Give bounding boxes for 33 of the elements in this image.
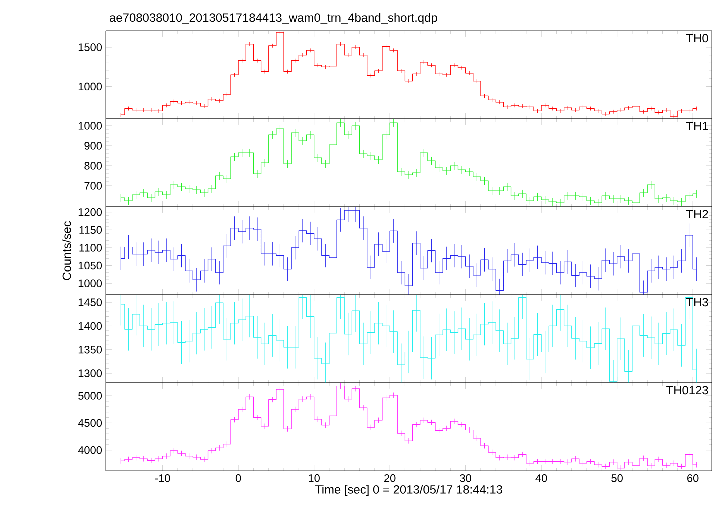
x-tick-label: 10 bbox=[309, 474, 320, 482]
y-tick-label: 1100 bbox=[80, 244, 102, 252]
y-tick-label: 1500 bbox=[78, 44, 102, 52]
x-tick-label: 20 bbox=[384, 474, 396, 482]
y-tick-label: 700 bbox=[84, 182, 102, 190]
chart-title: ae708038010_20130517184413_wam0_trn_4band_short.qdp bbox=[110, 13, 438, 24]
x-tick-label: 30 bbox=[460, 474, 472, 482]
x-tick-label: 0 bbox=[236, 474, 242, 482]
y-tick-label: 4000 bbox=[78, 446, 102, 454]
y-tick-label: 800 bbox=[84, 162, 102, 170]
y-tick-label: 1150 bbox=[80, 226, 102, 234]
text: TH1 bbox=[686, 122, 708, 130]
y-tick-label: 4500 bbox=[78, 419, 102, 428]
y-tick-label: 1050 bbox=[78, 262, 102, 270]
series-label: TH2 bbox=[686, 210, 708, 219]
x-axis-title: Time [sec] 0 = 2013/05/17 18:44:13 bbox=[315, 485, 502, 496]
y-tick-label: 1350 bbox=[78, 346, 102, 354]
y-tick-label: 1000 bbox=[78, 82, 102, 91]
y-tick-label: 900 bbox=[84, 142, 102, 150]
y-tick-label: 5000 bbox=[78, 392, 102, 400]
x-tick-label: 50 bbox=[612, 474, 623, 482]
x-tick-label: 40 bbox=[536, 474, 548, 482]
y-tick-label: 1400 bbox=[78, 322, 102, 330]
x-tick-label: -10 bbox=[155, 474, 170, 482]
y-tick-label: 1000 bbox=[78, 280, 102, 288]
y-tick-label: 1000 bbox=[78, 122, 102, 130]
y-tick-label: 1300 bbox=[78, 370, 102, 378]
text: TH0 bbox=[686, 34, 708, 43]
x-tick-label: 60 bbox=[688, 474, 699, 482]
text: TH0123 bbox=[666, 386, 708, 395]
y-tick-label: 1200 bbox=[78, 208, 102, 216]
y-axis-title: Counts/sec bbox=[62, 221, 72, 280]
y-tick-label: 1450 bbox=[78, 298, 102, 306]
